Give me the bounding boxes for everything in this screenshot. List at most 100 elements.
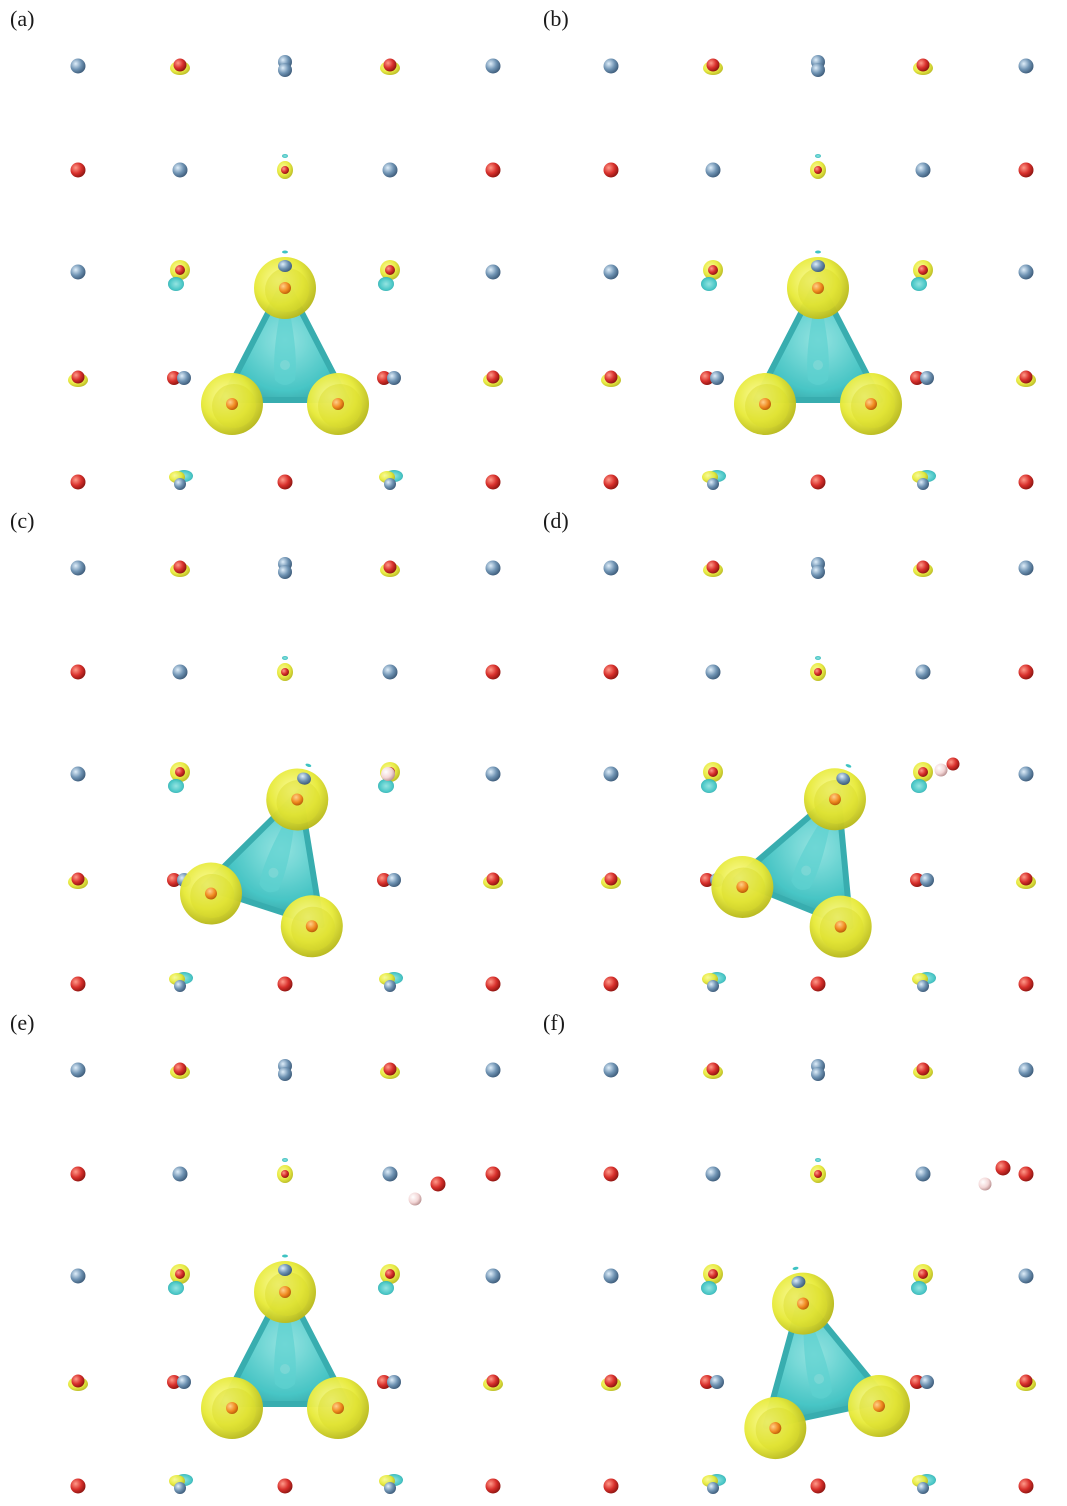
center-atom [279,1286,291,1298]
metal-atom [791,1276,806,1289]
oxygen-atom [281,668,289,676]
metal-atom [384,1482,396,1494]
metal-atom [915,162,931,178]
metal-atom [172,162,188,178]
oxygen-atom [706,58,720,72]
oxygen-atom [485,664,501,680]
charge-density-cluster [179,763,343,958]
metal-atom [603,1268,619,1284]
charge-density-cluster [711,764,872,958]
cyan-isosurface [807,290,829,385]
oxygen-atom [277,474,293,490]
oxygen-atom [1018,664,1034,680]
panel-a: (a) [0,0,533,502]
oxygen-atom [70,162,86,178]
oxygen-atom [810,976,826,992]
oxygen-atom [167,1375,181,1389]
center-atom [279,282,291,294]
metal-atom [811,1067,825,1081]
oxygen-atom [700,1375,714,1389]
metal-atom [705,664,721,680]
metal-atom [920,1375,934,1389]
hydrogen-atom [978,1177,992,1191]
oxygen-atom [916,1062,930,1076]
oxygen-atom [995,1160,1011,1176]
charge-lobe-cyan [701,779,717,793]
metal-atom [70,264,86,280]
charge-density-cluster [201,250,369,435]
metal-atom [174,1482,186,1494]
oxygen-atom [1019,872,1033,886]
metal-atom [70,560,86,576]
charge-lobe-cyan [792,1266,799,1270]
panel-e: (e) [0,1004,533,1506]
center-atom [834,920,847,933]
panel-label-c: (c) [10,508,35,533]
metal-atom [603,264,619,280]
oxygen-atom [1019,1374,1033,1388]
oxygen-atom [910,371,924,385]
metal-atom [485,58,501,74]
metal-atom [70,1268,86,1284]
structure-view-d [601,557,1036,992]
oxygen-atom [946,757,960,771]
oxygen-atom [485,1166,501,1182]
metal-atom [710,1375,724,1389]
oxygen-atom [173,1062,187,1076]
oxygen-atom [708,767,718,777]
oxygen-atom [1019,370,1033,384]
metal-atom [174,980,186,992]
oxygen-atom [700,873,714,887]
oxygen-atom [918,767,928,777]
charge-lobe-cyan [815,154,821,158]
metal-atom [70,1062,86,1078]
panel-d: (d) [533,502,1066,1004]
metal-atom [278,63,292,77]
oxygen-atom [810,1478,826,1494]
oxygen-atom [383,58,397,72]
structure-view-b [601,55,1036,490]
oxygen-atom [486,872,500,886]
metal-atom [603,58,619,74]
metal-atom [278,1264,292,1276]
cyan-isosurface [274,290,296,385]
oxygen-atom [70,664,86,680]
metal-atom [387,873,401,887]
charge-lobe-cyan [168,779,184,793]
charge-lobe-cyan [701,1281,717,1295]
metal-atom [70,58,86,74]
center-atom [865,398,877,410]
metal-atom [707,1482,719,1494]
metal-atom [278,260,292,272]
metal-atom [278,565,292,579]
oxygen-atom [910,1375,924,1389]
charge-lobe-cyan [282,1158,288,1162]
center-atom [769,1422,782,1435]
oxygen-atom [916,560,930,574]
charge-lobe-cyan [378,277,394,291]
oxygen-atom [486,1374,500,1388]
hydrogen-atom [381,767,395,781]
metal-atom [387,1375,401,1389]
oxygen-atom [377,371,391,385]
metal-atom [811,63,825,77]
metal-atom [917,1482,929,1494]
oxygen-atom [1018,162,1034,178]
charge-lobe-cyan [701,277,717,291]
center-atom [801,865,812,876]
oxygen-atom [173,560,187,574]
metal-atom [1018,560,1034,576]
oxygen-atom [603,1166,619,1182]
oxygen-atom [175,265,185,275]
center-atom [332,398,344,410]
metal-atom [485,766,501,782]
metal-atom [920,371,934,385]
oxygen-atom [281,1170,289,1178]
charge-density-cluster [744,1266,910,1460]
oxygen-atom [603,474,619,490]
charge-lobe-cyan [282,656,288,660]
center-atom [332,1402,344,1414]
center-atom [828,793,841,806]
oxygen-atom [173,58,187,72]
oxygen-atom [814,668,822,676]
